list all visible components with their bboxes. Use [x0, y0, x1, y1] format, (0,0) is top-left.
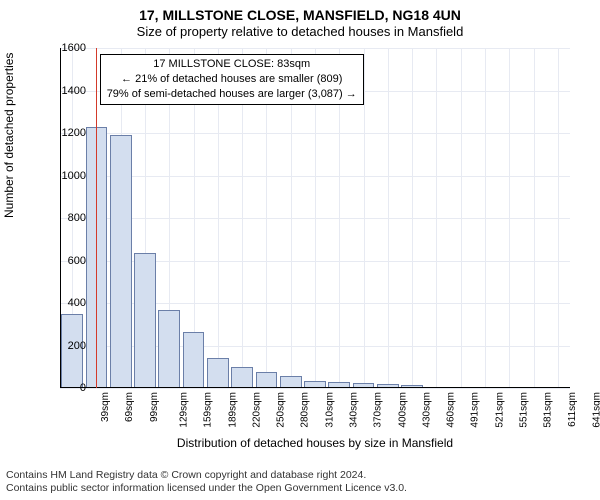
- annotation-box: 17 MILLSTONE CLOSE: 83sqm← 21% of detach…: [100, 54, 364, 105]
- property-marker-line: [96, 48, 97, 388]
- x-tick-label: 39sqm: [100, 392, 111, 422]
- x-tick-label: 159sqm: [203, 392, 214, 428]
- x-tick-label: 220sqm: [251, 392, 262, 428]
- x-tick-label: 250sqm: [276, 392, 287, 428]
- x-tick-label: 400sqm: [397, 392, 408, 428]
- annotation-line-1: 17 MILLSTONE CLOSE: 83sqm: [107, 57, 357, 72]
- y-tick-label: 0: [46, 382, 86, 394]
- gridline-vertical: [388, 48, 389, 388]
- plot-region: 39sqm69sqm99sqm129sqm159sqm189sqm220sqm2…: [60, 48, 570, 388]
- footer-line-1: Contains HM Land Registry data © Crown c…: [6, 469, 407, 483]
- x-tick-label: 189sqm: [227, 392, 238, 428]
- x-tick-label: 460sqm: [446, 392, 457, 428]
- x-axis-line: [60, 387, 570, 388]
- gridline-vertical: [558, 48, 559, 388]
- annotation-line-3: 79% of semi-detached houses are larger (…: [107, 87, 357, 102]
- x-tick-label: 280sqm: [300, 392, 311, 428]
- x-tick-label: 69sqm: [124, 392, 135, 422]
- gridline-vertical: [485, 48, 486, 388]
- bar: [256, 372, 278, 388]
- bar: [231, 367, 253, 388]
- y-tick-label: 800: [46, 212, 86, 224]
- x-axis-label: Distribution of detached houses by size …: [60, 436, 570, 450]
- annotation-line-2: ← 21% of detached houses are smaller (80…: [107, 72, 357, 87]
- bar: [183, 332, 205, 388]
- chart-area: 39sqm69sqm99sqm129sqm159sqm189sqm220sqm2…: [60, 48, 570, 388]
- x-tick-label: 491sqm: [470, 392, 481, 428]
- x-tick-label: 430sqm: [421, 392, 432, 428]
- x-tick-label: 521sqm: [494, 392, 505, 428]
- x-tick-label: 581sqm: [543, 392, 554, 428]
- y-tick-label: 1400: [46, 85, 86, 97]
- x-tick-label: 129sqm: [179, 392, 190, 428]
- chart-subtitle: Size of property relative to detached ho…: [0, 24, 600, 41]
- bar: [134, 253, 156, 388]
- y-tick-label: 1200: [46, 127, 86, 139]
- gridline-vertical: [412, 48, 413, 388]
- y-axis-label: Number of detached properties: [2, 53, 16, 218]
- x-tick-label: 370sqm: [373, 392, 384, 428]
- y-tick-label: 1600: [46, 42, 86, 54]
- x-tick-label: 99sqm: [149, 392, 160, 422]
- gridline-horizontal: [60, 388, 570, 389]
- gridline-vertical: [436, 48, 437, 388]
- bar: [110, 135, 132, 388]
- bar: [207, 358, 229, 388]
- gridline-vertical: [461, 48, 462, 388]
- footer-attribution: Contains HM Land Registry data © Crown c…: [6, 469, 407, 496]
- x-tick-label: 340sqm: [349, 392, 360, 428]
- chart-title: 17, MILLSTONE CLOSE, MANSFIELD, NG18 4UN: [0, 0, 600, 24]
- gridline-vertical: [534, 48, 535, 388]
- y-tick-label: 200: [46, 340, 86, 352]
- y-tick-label: 600: [46, 255, 86, 267]
- bar: [158, 310, 180, 388]
- x-tick-label: 551sqm: [519, 392, 530, 428]
- x-tick-label: 641sqm: [591, 392, 600, 428]
- gridline-vertical: [509, 48, 510, 388]
- footer-line-2: Contains public sector information licen…: [6, 482, 407, 496]
- y-tick-label: 400: [46, 297, 86, 309]
- y-tick-label: 1000: [46, 170, 86, 182]
- x-tick-label: 611sqm: [566, 392, 577, 427]
- x-tick-label: 310sqm: [324, 392, 335, 428]
